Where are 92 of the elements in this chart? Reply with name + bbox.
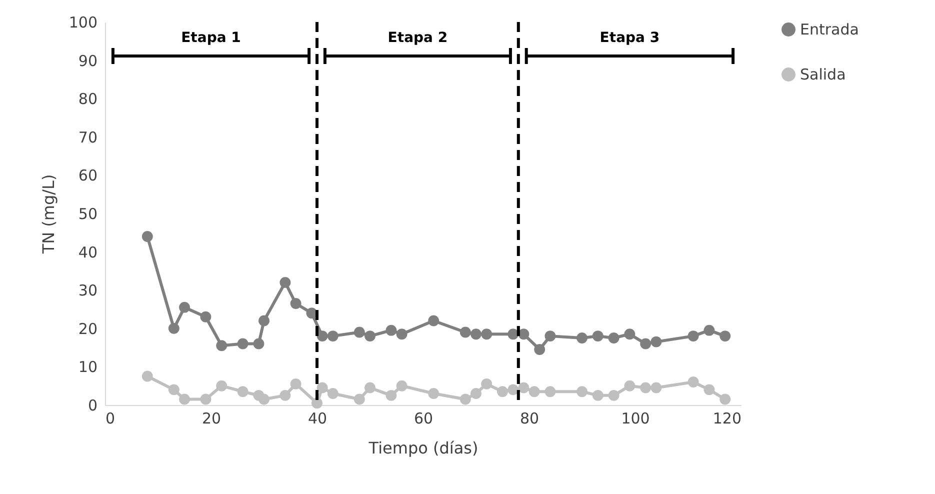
point [327,330,338,342]
point [508,328,519,340]
x-tick-label: 100 [621,410,650,428]
point [518,382,530,394]
point [179,394,190,405]
point [528,386,540,398]
point [544,330,556,342]
y-tick-label: 10 [78,358,98,376]
point [608,390,620,401]
point [306,308,318,319]
x-tick-label: 120 [712,410,742,428]
y-tick-label: 60 [78,166,98,185]
point [624,328,636,340]
point [200,394,212,405]
point [386,390,397,401]
point [460,326,471,338]
point [364,330,376,342]
point [650,382,662,394]
point [327,388,338,399]
point [280,276,291,288]
point [481,378,492,390]
point [354,326,365,338]
point [253,338,264,350]
x-tick-label: 80 [520,410,540,428]
point [704,384,715,396]
y-tick-label: 20 [78,320,98,338]
point [592,390,604,401]
y-tick-label: 50 [78,205,98,223]
point [688,330,699,342]
point [316,330,328,342]
point [237,338,248,350]
point [608,332,620,344]
y-tick-label: 100 [68,14,98,32]
annotation: Etapa 3 [600,30,660,46]
point [354,394,365,405]
point [481,328,492,340]
y-axis-title: TN (mg/L) [38,174,58,255]
point [640,382,652,394]
point [258,315,270,326]
point [290,378,302,390]
x-tick-label: 40 [308,410,328,428]
point [497,386,508,398]
point [258,394,270,405]
point [290,298,302,309]
point [364,382,376,394]
point [576,332,588,344]
point [216,380,228,392]
point [720,330,731,342]
y-tick-label: 30 [78,282,98,300]
y-tick-label: 40 [78,243,98,262]
point [316,382,328,394]
point [216,340,228,352]
y-tick-label: 80 [78,90,98,108]
x-tick-label: 0 [106,410,116,428]
point [179,302,190,313]
annotation: Etapa 1 [181,30,241,46]
y-tick-label: 70 [78,128,98,146]
y-tick-label: 90 [78,52,98,70]
legend-label: Entrada [800,20,859,38]
point [688,376,699,388]
point [142,370,153,382]
point [460,394,471,405]
x-tick-label: 20 [202,410,222,428]
point [544,386,556,398]
point [576,386,588,398]
point [142,231,153,242]
point [396,328,408,340]
point [592,330,604,342]
point [720,394,731,405]
point [470,328,482,340]
legend-label: Salida [800,66,846,84]
point [428,388,440,399]
point [508,384,519,396]
point [280,390,291,401]
y-tick-label: 0 [88,396,98,414]
point [650,336,662,348]
point [534,344,546,355]
x-tick-label: 60 [414,410,434,428]
point [168,322,180,334]
point [200,311,212,322]
point [470,388,482,399]
x-axis-title: Tiempo (días) [368,438,478,458]
point [237,386,248,398]
point [640,338,652,350]
point [396,380,408,392]
point [624,380,636,392]
point [386,324,397,336]
point [312,398,322,409]
point [704,324,715,336]
point [428,315,440,326]
annotation: Etapa 2 [388,30,448,46]
point [168,384,180,396]
